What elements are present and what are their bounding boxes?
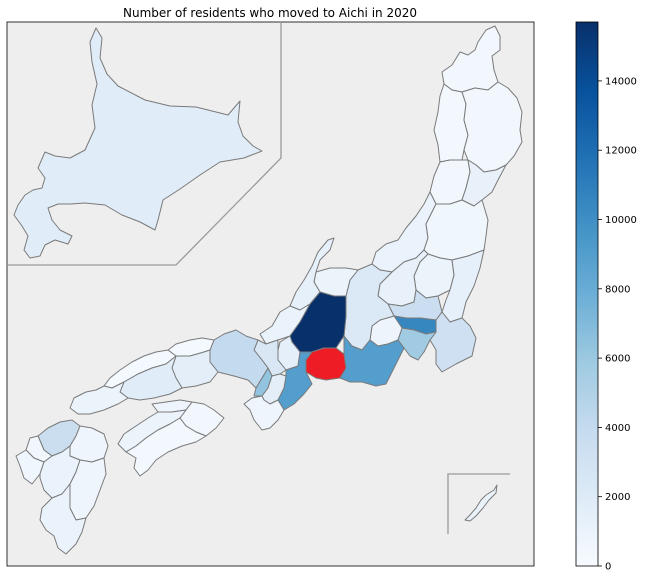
- region-hokkaido: [13, 27, 263, 259]
- colorbar-ticks: 0 2000 4000 6000 8000 10000 12000 14000: [598, 76, 637, 573]
- hokkaido-inset-frame: [7, 22, 282, 266]
- colorbar-tick-label: 2000: [605, 492, 630, 503]
- colorbar-tick-label: 8000: [605, 284, 630, 295]
- region-kochi: [125, 417, 207, 477]
- okinawa-inset-frame: [447, 473, 510, 534]
- region-okinawa: [464, 484, 498, 522]
- region-fukushima: [423, 199, 489, 261]
- region-nagasaki: [15, 449, 45, 485]
- colorbar-tick-label: 4000: [605, 423, 630, 434]
- colorbar-tick-label: 6000: [605, 354, 630, 365]
- region-mie: [277, 351, 313, 411]
- region-hiroshima: [119, 355, 183, 401]
- chart-title: Number of residents who moved to Aichi i…: [123, 6, 417, 20]
- region-miyagi: [461, 159, 507, 207]
- region-shizuoka: [339, 335, 405, 387]
- region-wakayama: [243, 395, 285, 431]
- region-kagoshima: [39, 483, 87, 555]
- colorbar-tick-label: 14000: [605, 76, 637, 87]
- colorbar-tick-label: 10000: [605, 215, 637, 226]
- colorbar: [575, 21, 599, 567]
- region-chiba: [429, 311, 477, 373]
- region-yamaguchi: [69, 381, 129, 415]
- colorbar-tick-label: 0: [605, 562, 611, 573]
- region-iwate: [461, 81, 523, 173]
- colorbar-tick-label: 12000: [605, 146, 637, 157]
